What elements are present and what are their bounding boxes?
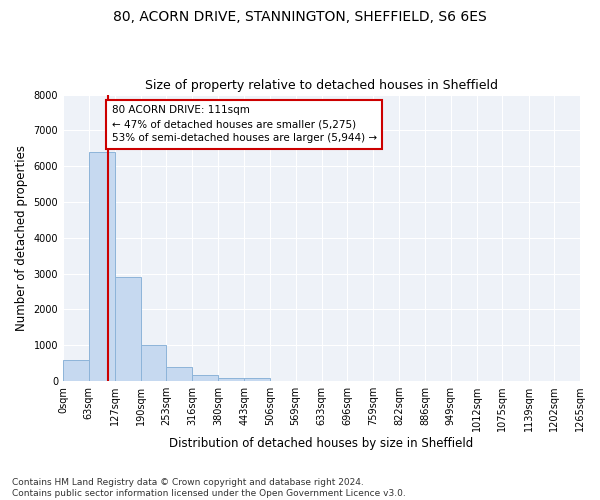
Text: Contains HM Land Registry data © Crown copyright and database right 2024.
Contai: Contains HM Land Registry data © Crown c… <box>12 478 406 498</box>
Bar <box>218 378 244 381</box>
Text: 80, ACORN DRIVE, STANNINGTON, SHEFFIELD, S6 6ES: 80, ACORN DRIVE, STANNINGTON, SHEFFIELD,… <box>113 10 487 24</box>
Bar <box>89 152 115 381</box>
Bar <box>140 346 166 381</box>
Bar <box>192 375 218 381</box>
Text: 80 ACORN DRIVE: 111sqm
← 47% of detached houses are smaller (5,275)
53% of semi-: 80 ACORN DRIVE: 111sqm ← 47% of detached… <box>112 106 377 144</box>
Bar <box>244 378 270 381</box>
Title: Size of property relative to detached houses in Sheffield: Size of property relative to detached ho… <box>145 79 498 92</box>
Bar <box>166 368 192 381</box>
X-axis label: Distribution of detached houses by size in Sheffield: Distribution of detached houses by size … <box>169 437 473 450</box>
Bar <box>63 360 89 381</box>
Bar <box>115 277 140 381</box>
Y-axis label: Number of detached properties: Number of detached properties <box>15 145 28 331</box>
